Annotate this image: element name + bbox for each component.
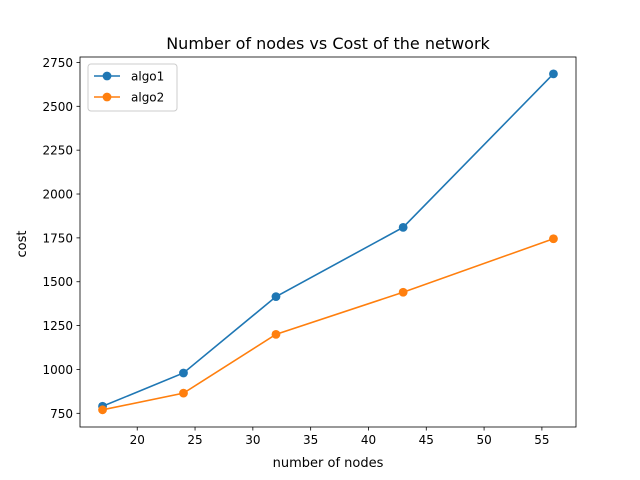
x-tick-label: 45: [419, 433, 434, 447]
y-tick-label: 2500: [42, 100, 73, 114]
chart-title: Number of nodes vs Cost of the network: [166, 34, 490, 53]
y-tick-label: 2000: [42, 188, 73, 202]
x-tick-label: 30: [245, 433, 260, 447]
legend-marker-algo2: [102, 92, 112, 102]
data-point-algo2: [398, 287, 408, 297]
data-point-algo2: [549, 234, 558, 244]
y-tick-label: 750: [50, 407, 73, 421]
data-point-algo2: [271, 329, 281, 339]
y-tick-label: 1750: [42, 231, 73, 245]
x-tick-label: 25: [187, 433, 202, 447]
y-tick-label: 1500: [42, 275, 73, 289]
data-point-algo1: [179, 368, 188, 378]
y-tick-label: 2250: [42, 144, 73, 158]
data-point-algo1: [549, 69, 558, 79]
x-tick-label: 20: [130, 433, 145, 447]
plot-area: [79, 56, 577, 428]
y-tick-label: 1250: [42, 319, 73, 333]
series-algo2: [98, 234, 558, 415]
y-tick-label: 1000: [42, 363, 73, 377]
data-point-algo1: [271, 292, 281, 302]
legend-label-algo1: algo1: [131, 70, 164, 84]
axis-ticks: 20 25 30 35 40 45 50 55 750 1000 1250 1500 1750 2000 2…: [42, 56, 549, 447]
legend-marker-algo1: [102, 71, 112, 81]
y-tick-label: 2750: [42, 56, 73, 70]
y-axis-label: cost: [15, 231, 30, 258]
series-layer: [98, 69, 558, 415]
data-point-algo2: [98, 405, 107, 415]
x-axis-label: number of nodes: [273, 456, 384, 471]
data-point-algo2: [179, 388, 188, 398]
legend-label-algo2: algo2: [131, 91, 164, 105]
plot-frame: [79, 56, 577, 428]
x-tick-label: 35: [303, 433, 318, 447]
x-tick-label: 55: [534, 433, 549, 447]
legend: algo1 algo2: [87, 63, 178, 112]
x-tick-label: 50: [476, 433, 491, 447]
data-point-algo1: [398, 222, 408, 232]
x-tick-label: 40: [361, 433, 376, 447]
